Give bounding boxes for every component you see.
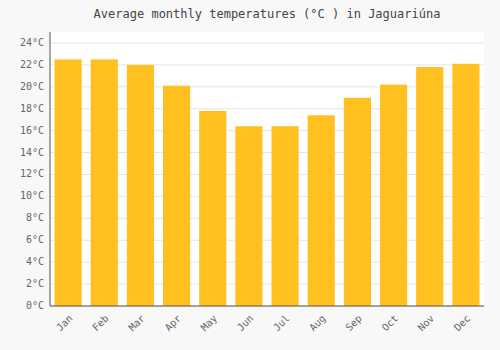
y-tick-label: 20°C [20,81,44,92]
x-tick-labels: Jan Feb Mar Apr May Jun Jul Aug Sep Oct Nov Dec [54,313,472,334]
bar [272,126,299,306]
y-tick-label: 12°C [20,168,44,179]
x-tick-label: Nov [416,313,437,334]
bar [235,126,262,306]
x-tick-label: Feb [90,313,111,334]
x-tick-label: Jul [271,313,292,334]
x-tick-label: May [199,313,220,334]
x-tick-label: Dec [452,313,473,334]
title: Average monthly temperatures (°C ) in Ja… [94,7,441,21]
y-tick-label: 14°C [20,147,44,158]
bars [55,59,480,306]
y-tick-label: 6°C [26,234,44,245]
x-tick-label: Oct [380,313,401,334]
x-tick-label: Jan [54,313,75,334]
y-tick-label: 22°C [20,59,44,70]
y-tick-label: 24°C [20,37,44,48]
plot-area [50,32,484,306]
y-tick-label: 2°C [26,278,44,289]
x-tick-label: Mar [126,313,147,334]
y-tick-label: 8°C [26,212,44,223]
bar [416,67,443,306]
y-tick-label: 4°C [26,256,44,267]
grid-line [50,42,484,43]
bar [199,111,226,306]
bar [344,98,371,306]
bar [127,65,154,306]
y-tick-label: 10°C [20,190,44,201]
y-tick-label: 16°C [20,125,44,136]
x-tick-label: Apr [163,313,184,334]
y-grid [50,43,484,306]
y-tick-label: 18°C [20,103,44,114]
bar [452,64,479,306]
bar [55,59,82,306]
chart: 0°C 2°C 4°C 6°C 8°C 10°C 12°C 14°C 16°C 18°C 20°C 2… [0,0,500,350]
y-tick-label: 0°C [26,300,44,311]
bar [91,59,118,306]
x-axis-line [50,306,484,307]
grid-line [50,306,484,307]
y-axis-line [50,32,51,306]
bar [163,86,190,306]
x-tick-label: Aug [307,313,328,334]
bar [380,85,407,306]
x-tick-label: Sep [343,313,364,334]
background [0,0,500,350]
x-tick-label: Jun [235,313,256,334]
bar [308,115,335,306]
y-tick-labels: 0°C 2°C 4°C 6°C 8°C 10°C 12°C 14°C 16°C 18°C 20°C 2… [20,37,44,311]
